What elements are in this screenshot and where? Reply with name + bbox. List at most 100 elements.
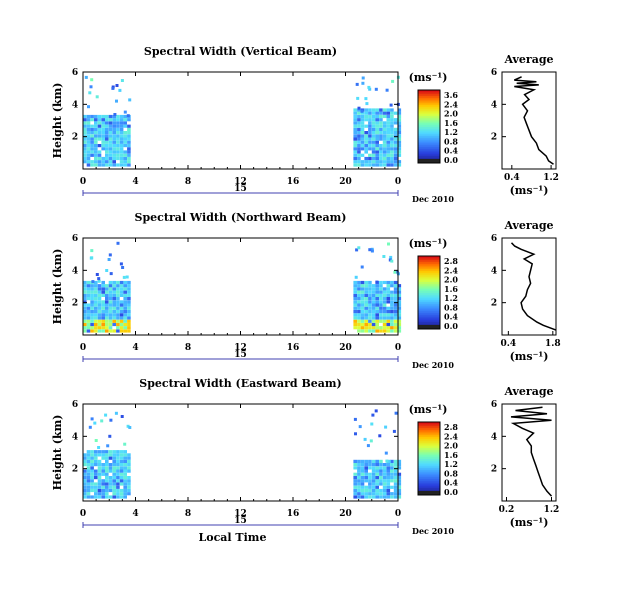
colorbar-unit: (ms⁻¹) [409, 403, 448, 416]
heatmap-cell [368, 492, 372, 496]
colorbar-swatch [418, 113, 440, 116]
x-tick-label: 4 [132, 177, 138, 187]
heatmap-cell [119, 322, 124, 327]
heatmap-cell [116, 147, 120, 151]
heatmap-cell [382, 108, 387, 112]
heatmap-cell [90, 479, 94, 483]
heatmap-cell [97, 329, 102, 333]
heatmap-cell [86, 482, 91, 486]
heatmap-cell [371, 163, 376, 167]
heatmap-cell [123, 479, 127, 483]
y-tick-label: 6 [72, 400, 78, 410]
heatmap-cell [371, 492, 376, 496]
heatmap-cell [90, 163, 94, 167]
heatmap-cell [83, 319, 87, 323]
heatmap-cell [379, 153, 383, 157]
x-tick-label: 16 [287, 343, 300, 353]
heatmap-cell [97, 300, 102, 304]
heatmap-cell [371, 306, 376, 310]
heatmap-cell [123, 114, 127, 119]
heatmap-cell [116, 306, 120, 310]
heatmap-cell [94, 322, 98, 327]
colorbar-swatch [418, 467, 440, 470]
heatmap-cell [105, 137, 109, 141]
heatmap-cell [393, 495, 398, 499]
colorbar-tick-label: 0.8 [444, 468, 458, 478]
heatmap-cell [375, 482, 379, 486]
heatmap-cell [83, 469, 87, 473]
heatmap-cell [105, 293, 109, 297]
heatmap-cell [393, 147, 398, 151]
heatmap-cell [86, 118, 91, 122]
colorbar-swatch [418, 133, 440, 137]
heatmap-cell [101, 319, 105, 323]
heatmap-cell [119, 293, 124, 297]
heatmap-cell [368, 476, 372, 480]
colorbar-swatch [418, 482, 440, 485]
heatmap-cell [97, 150, 102, 154]
heatmap-cell [393, 322, 398, 327]
heatmap-cell [379, 131, 383, 135]
heatmap-cell [90, 284, 94, 288]
heatmap-cell [112, 284, 116, 288]
heatmap-cell [94, 482, 98, 486]
heatmap-cell [364, 479, 368, 483]
colorbar-swatch [418, 438, 440, 441]
heatmap-cell [83, 476, 87, 480]
heatmap-cell [364, 287, 368, 291]
heatmap-cell [123, 322, 127, 327]
colorbar-swatch [418, 268, 440, 272]
colorbar-swatch [418, 491, 440, 495]
heatmap-cell [397, 310, 402, 314]
heatmap-cell [357, 485, 361, 489]
heatmap-cell [101, 144, 105, 148]
heatmap-cell [368, 485, 372, 489]
heatmap-cell [397, 140, 402, 144]
heatmap-cell [382, 300, 387, 304]
heatmap-cell [357, 118, 361, 122]
heatmap-cell [108, 310, 113, 314]
heatmap-cell [123, 469, 127, 473]
heatmap-cell [371, 111, 376, 115]
heatmap-cell [357, 322, 361, 327]
heatmap-cell [101, 456, 105, 460]
heatmap-cell [112, 114, 116, 119]
heatmap-cell [108, 156, 113, 161]
heatmap-cell [353, 137, 357, 141]
heatmap-cell [360, 297, 365, 301]
heatmap-cell [94, 284, 98, 288]
heatmap-cell [116, 241, 120, 245]
colorbar-swatch [418, 139, 440, 142]
heatmap-cell [105, 488, 109, 493]
heatmap-cell [357, 147, 361, 151]
heatmap-cell [112, 131, 116, 135]
heatmap-cell [123, 153, 127, 157]
heatmap-cell [393, 111, 398, 115]
heatmap-cell [90, 329, 94, 333]
heatmap-cell [119, 160, 124, 164]
heatmap-cell [360, 479, 365, 483]
colorbar-swatch [418, 117, 440, 120]
heatmap-cell [122, 275, 126, 279]
heatmap-cell [368, 316, 372, 320]
heatmap-cell [86, 472, 91, 476]
heatmap-cell [94, 459, 98, 463]
heatmap-cell [386, 108, 391, 112]
heatmap-cell [127, 456, 131, 460]
heatmap-cell [127, 329, 131, 333]
heatmap-cell [375, 319, 379, 323]
heatmap-cell [90, 466, 94, 470]
heatmap-cell [108, 147, 113, 151]
heatmap-cell [357, 163, 361, 167]
heatmap-cell [116, 482, 120, 486]
heatmap-cell [353, 163, 357, 167]
heatmap-cell [360, 463, 365, 467]
heatmap-cell [386, 160, 391, 164]
colorbar-tick-label: 1.2 [444, 127, 458, 137]
heatmap-cell [86, 153, 91, 157]
heatmap-cell [101, 137, 105, 141]
heatmap-cell [123, 137, 127, 141]
heatmap-cell [386, 124, 391, 128]
heatmap-cell [97, 287, 102, 291]
heatmap-cell [375, 131, 379, 135]
